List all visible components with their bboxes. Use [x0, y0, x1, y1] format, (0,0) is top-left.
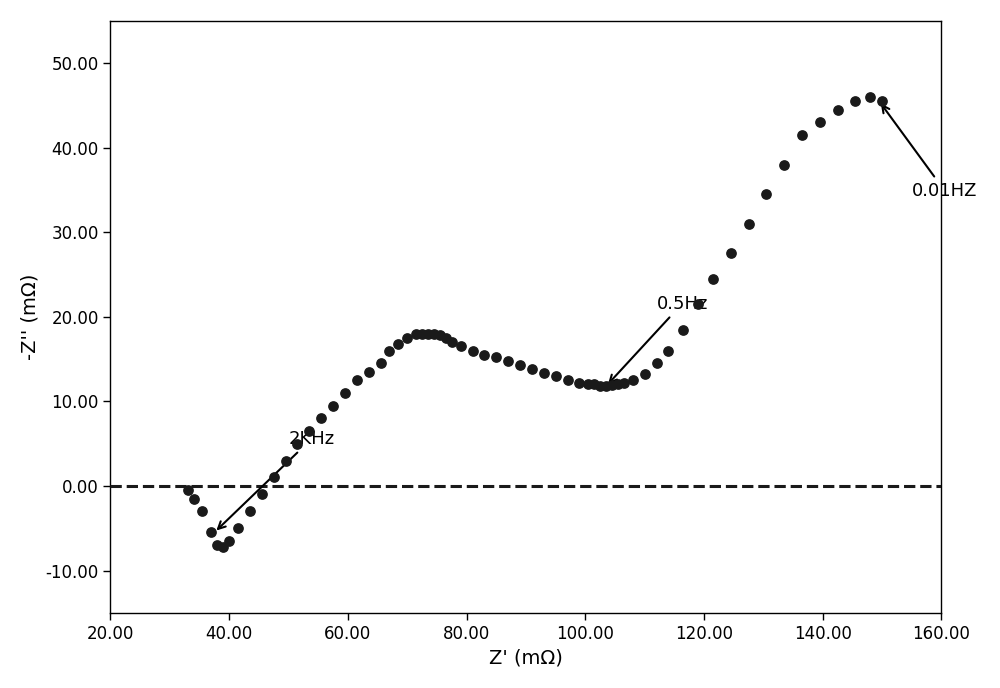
Point [548, 371, 564, 382]
Point [604, 380, 620, 391]
Point [812, 117, 828, 128]
Point [723, 248, 739, 259]
Point [649, 358, 665, 369]
Point [794, 129, 810, 140]
Point [476, 350, 492, 361]
Point [180, 484, 196, 495]
Point [337, 387, 353, 398]
Point [592, 380, 608, 391]
Point [438, 332, 454, 343]
Point [426, 328, 442, 339]
Point [500, 355, 516, 366]
Point [230, 523, 246, 534]
Point [399, 332, 415, 343]
Point [524, 364, 540, 375]
Text: 0.5Hz: 0.5Hz [610, 294, 708, 383]
Point [242, 506, 258, 517]
Point [414, 328, 430, 339]
Point [536, 368, 552, 379]
Point [215, 541, 231, 552]
Point [847, 96, 863, 107]
Point [598, 380, 614, 391]
Point [453, 341, 469, 352]
Point [465, 345, 481, 356]
Point [313, 413, 329, 424]
Point [512, 360, 528, 371]
Point [830, 104, 846, 115]
Point [741, 218, 757, 229]
Point [390, 338, 406, 350]
Y-axis label: -Z'' (mΩ): -Z'' (mΩ) [21, 274, 40, 360]
Text: 0.01HZ: 0.01HZ [882, 105, 977, 200]
Point [373, 358, 389, 369]
Point [616, 377, 632, 388]
Point [301, 425, 317, 436]
Point [221, 535, 237, 546]
Point [660, 345, 676, 356]
Point [381, 345, 397, 356]
Point [254, 489, 270, 500]
Point [432, 330, 448, 341]
Point [637, 369, 653, 380]
Point [361, 366, 377, 377]
Point [278, 455, 294, 466]
Point [690, 299, 706, 310]
Point [874, 96, 890, 107]
Point [349, 375, 365, 386]
Point [776, 159, 792, 170]
Point [675, 324, 691, 335]
Text: 2KHz: 2KHz [218, 430, 335, 529]
Point [580, 379, 596, 390]
X-axis label: Z' (mΩ): Z' (mΩ) [489, 648, 563, 667]
Point [862, 92, 878, 103]
Point [194, 506, 210, 517]
Point [420, 328, 436, 339]
Point [758, 189, 774, 200]
Point [325, 400, 341, 411]
Point [209, 539, 225, 550]
Point [586, 379, 602, 390]
Point [408, 328, 424, 339]
Point [266, 472, 282, 483]
Point [289, 438, 305, 449]
Point [444, 336, 460, 347]
Point [625, 375, 641, 386]
Point [203, 527, 219, 538]
Point [488, 352, 504, 363]
Point [560, 375, 576, 386]
Point [186, 493, 202, 504]
Point [610, 379, 626, 390]
Point [571, 377, 587, 388]
Point [705, 273, 721, 284]
